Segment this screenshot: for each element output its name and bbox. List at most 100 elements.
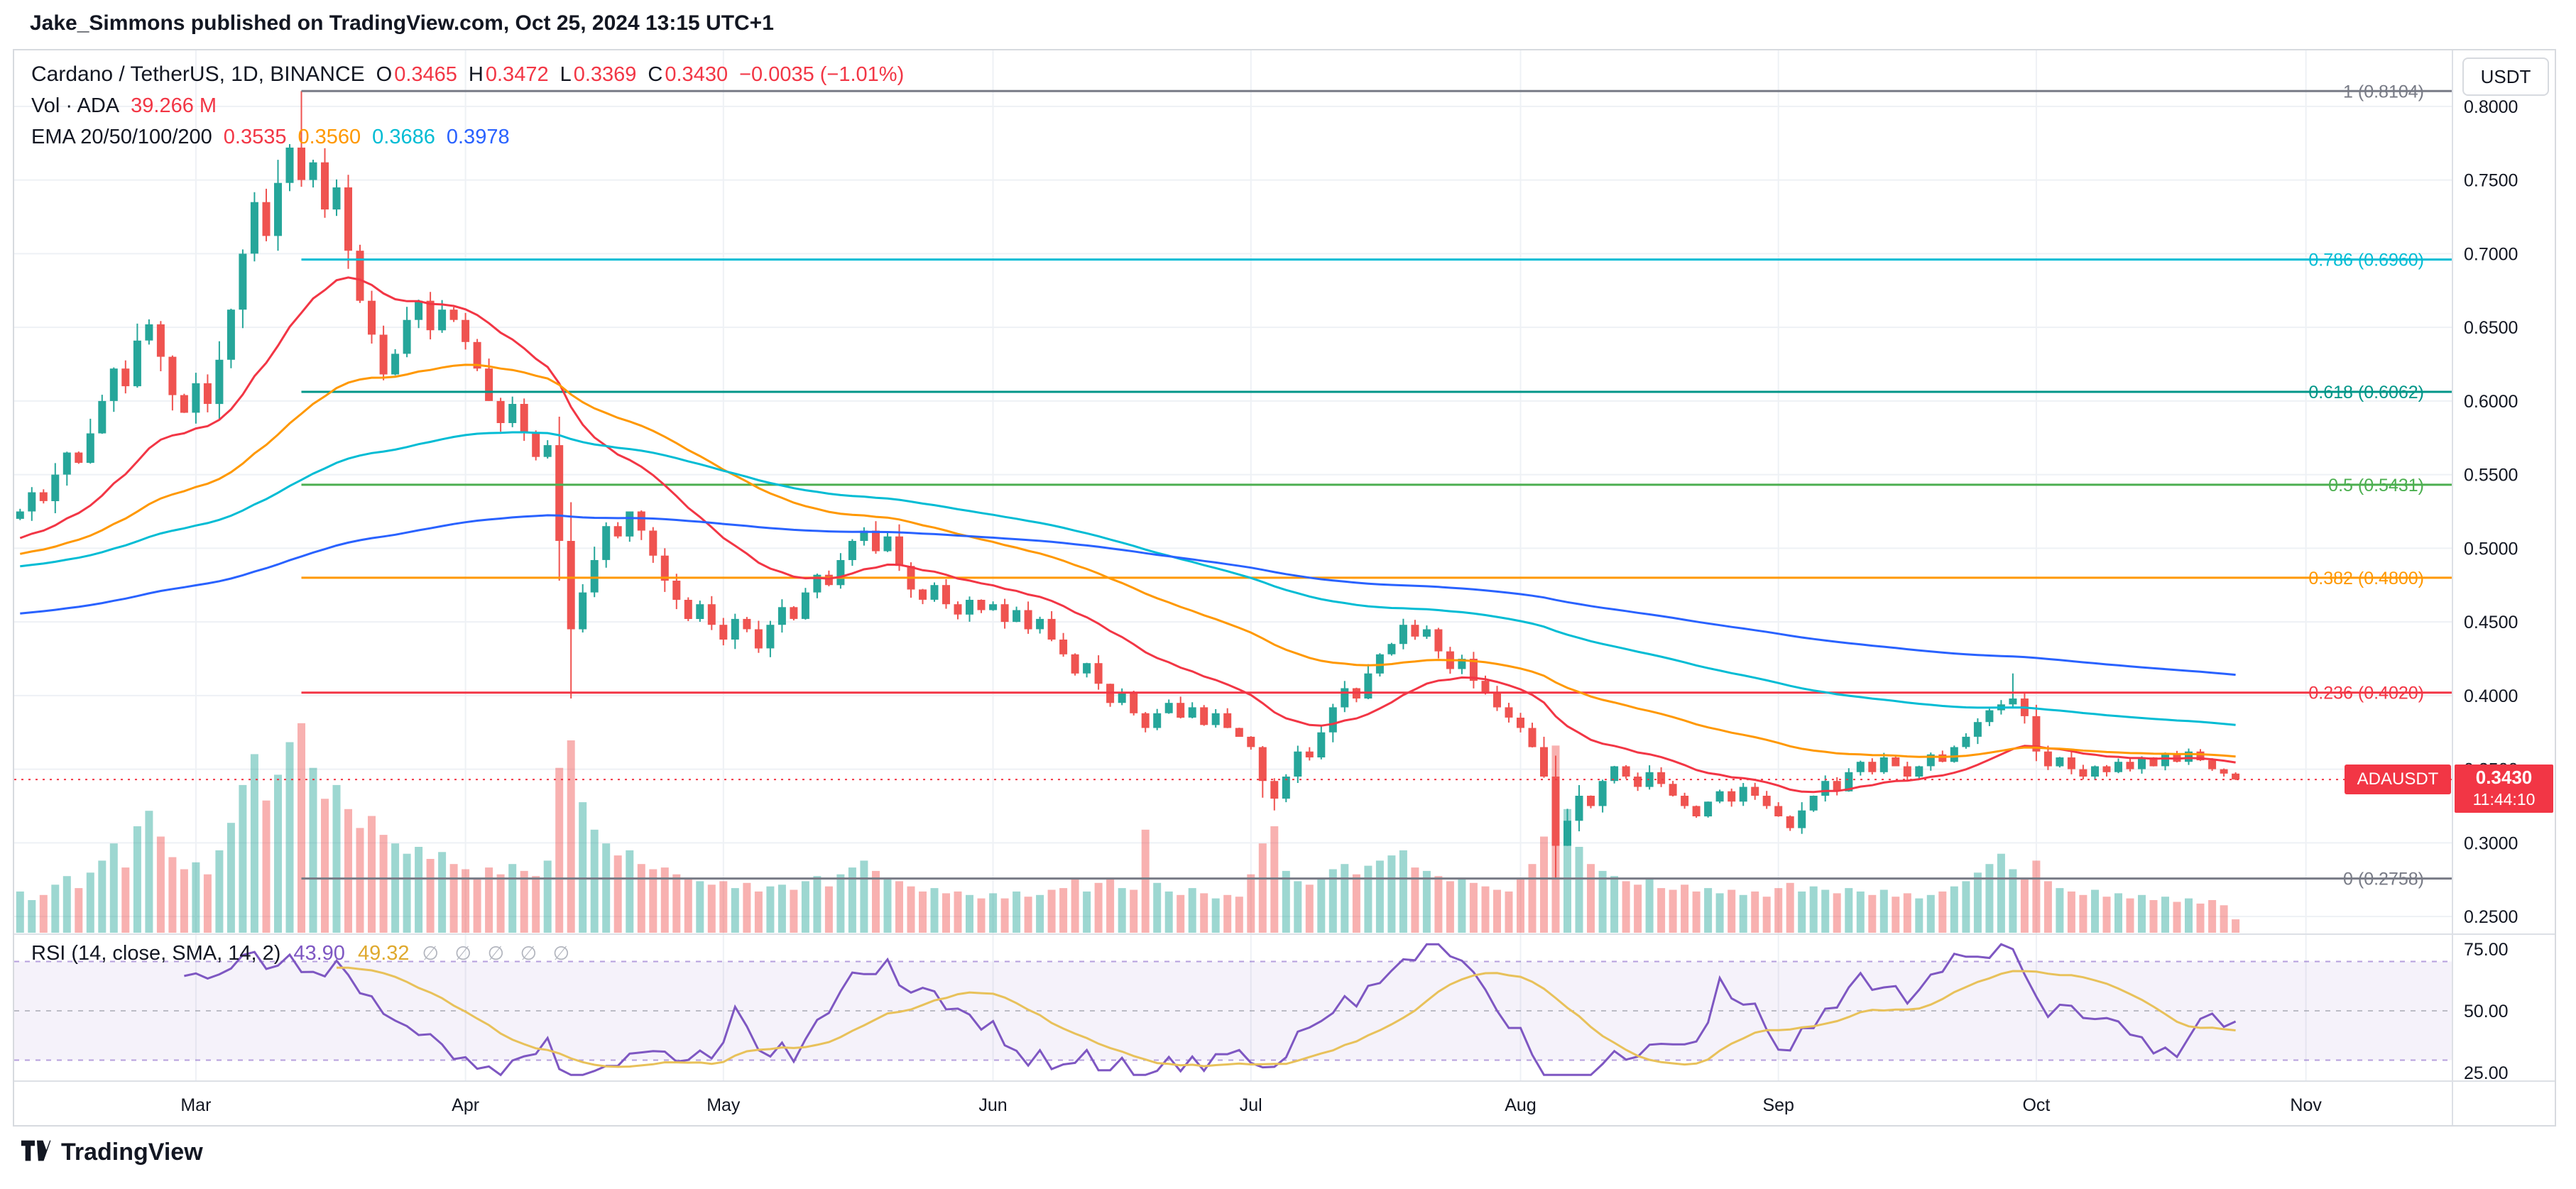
candle[interactable] xyxy=(1493,692,1501,708)
candle[interactable] xyxy=(321,162,329,210)
candle[interactable] xyxy=(2149,757,2158,767)
candle[interactable] xyxy=(1809,796,1818,811)
candle[interactable] xyxy=(1505,707,1513,718)
candle[interactable] xyxy=(579,592,587,630)
candle[interactable] xyxy=(1071,654,1079,674)
candle[interactable] xyxy=(1422,629,1431,637)
candle[interactable] xyxy=(1657,772,1666,784)
candle[interactable] xyxy=(145,324,153,341)
candle[interactable] xyxy=(2079,769,2087,777)
candle[interactable] xyxy=(426,300,435,331)
candle[interactable] xyxy=(1247,736,1255,747)
candle[interactable] xyxy=(508,404,517,423)
candle[interactable] xyxy=(543,445,552,457)
candle[interactable] xyxy=(824,574,833,586)
candle[interactable] xyxy=(1141,713,1150,728)
candle[interactable] xyxy=(1879,757,1888,772)
candle[interactable] xyxy=(1364,673,1372,698)
candle[interactable] xyxy=(1598,781,1607,806)
candle[interactable] xyxy=(1481,681,1490,693)
candle[interactable] xyxy=(449,309,458,320)
candle[interactable] xyxy=(1833,781,1841,791)
candle[interactable] xyxy=(790,607,798,619)
tradingview-attribution[interactable]: TradingView xyxy=(20,1139,203,1166)
candle[interactable] xyxy=(109,368,118,401)
candle[interactable] xyxy=(2091,766,2099,777)
candle[interactable] xyxy=(1411,625,1419,637)
candle[interactable] xyxy=(2185,751,2193,762)
rsi-line[interactable] xyxy=(184,943,2237,1077)
candle[interactable] xyxy=(1094,663,1103,684)
candle[interactable] xyxy=(75,452,83,464)
candle[interactable] xyxy=(1305,751,1314,757)
candle[interactable] xyxy=(754,629,763,649)
candle[interactable] xyxy=(39,492,48,501)
candle[interactable] xyxy=(801,592,809,619)
candle[interactable] xyxy=(719,625,728,640)
candle[interactable] xyxy=(2161,754,2169,767)
candle[interactable] xyxy=(215,359,224,405)
volume-label[interactable]: Vol · ADA xyxy=(31,94,120,117)
candle[interactable] xyxy=(344,187,352,251)
candle[interactable] xyxy=(1469,659,1478,681)
candle[interactable] xyxy=(285,147,294,183)
chart-canvas[interactable]: 1 (0.8104) 0.786 (0.6960) 0.618 (0.6062) 0.… xyxy=(14,50,2555,1125)
candle[interactable] xyxy=(1083,663,1091,674)
candle[interactable] xyxy=(1634,777,1642,787)
candle[interactable] xyxy=(1938,754,1947,762)
candle[interactable] xyxy=(1962,736,1970,747)
candle[interactable] xyxy=(1645,772,1654,787)
candle[interactable] xyxy=(1715,791,1724,802)
candle[interactable] xyxy=(2009,698,2017,705)
candle[interactable] xyxy=(1059,640,1068,654)
candle[interactable] xyxy=(239,253,247,310)
candle[interactable] xyxy=(1786,816,1794,828)
candle[interactable] xyxy=(977,600,986,610)
candle[interactable] xyxy=(696,604,704,619)
candle[interactable] xyxy=(391,354,400,375)
candle[interactable] xyxy=(2220,769,2228,774)
candle[interactable] xyxy=(1915,766,1923,777)
candle[interactable] xyxy=(1177,703,1185,718)
candle[interactable] xyxy=(496,400,505,423)
candle[interactable] xyxy=(298,147,305,180)
candle[interactable] xyxy=(1540,747,1548,777)
candle[interactable] xyxy=(356,251,364,301)
candle[interactable] xyxy=(1188,707,1196,718)
candle[interactable] xyxy=(1223,713,1232,728)
candle[interactable] xyxy=(567,541,575,630)
candle[interactable] xyxy=(1821,781,1830,796)
candle[interactable] xyxy=(555,445,564,541)
candle[interactable] xyxy=(1892,757,1900,767)
candle[interactable] xyxy=(2102,766,2111,772)
candle[interactable] xyxy=(379,334,388,375)
candle[interactable] xyxy=(1845,772,1853,791)
candle[interactable] xyxy=(51,474,60,501)
candle[interactable] xyxy=(590,560,599,593)
candle[interactable] xyxy=(203,383,212,404)
candle[interactable] xyxy=(227,309,235,360)
candle[interactable] xyxy=(731,618,739,640)
candle[interactable] xyxy=(332,187,341,210)
candle[interactable] xyxy=(1950,747,1958,762)
candle[interactable] xyxy=(1235,728,1243,738)
candle[interactable] xyxy=(192,383,200,413)
candle[interactable] xyxy=(1728,791,1736,802)
candle[interactable] xyxy=(2138,757,2146,769)
candle[interactable] xyxy=(777,607,786,625)
candle[interactable] xyxy=(1681,796,1689,806)
candle[interactable] xyxy=(1985,710,1994,723)
candle[interactable] xyxy=(415,300,423,320)
candle[interactable] xyxy=(168,356,177,395)
candle[interactable] xyxy=(2232,773,2240,780)
candle[interactable] xyxy=(766,625,775,649)
candle[interactable] xyxy=(1903,766,1911,777)
candle[interactable] xyxy=(872,530,880,552)
candle[interactable] xyxy=(1164,703,1173,713)
candle[interactable] xyxy=(1751,787,1759,796)
candle[interactable] xyxy=(1704,801,1713,817)
candle[interactable] xyxy=(1458,659,1466,669)
candle[interactable] xyxy=(121,368,130,387)
candle[interactable] xyxy=(1294,751,1302,777)
candle[interactable] xyxy=(133,340,141,387)
